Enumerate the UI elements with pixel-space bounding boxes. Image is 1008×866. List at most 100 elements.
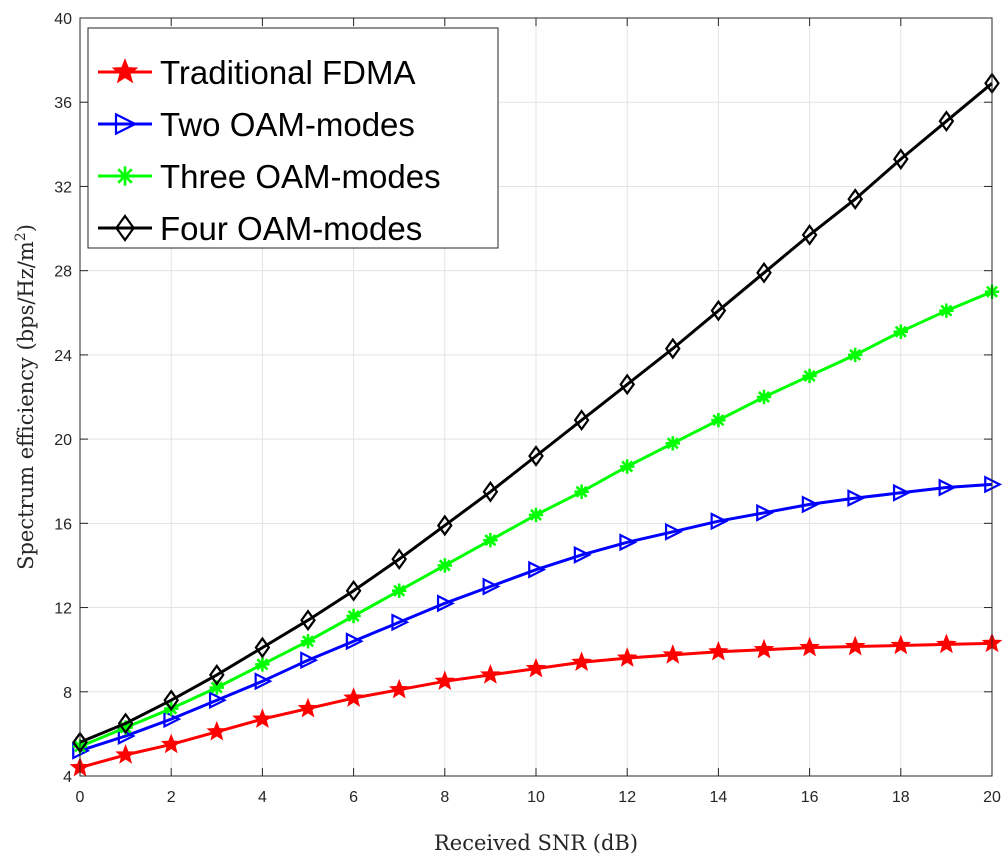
- marker-triangle: [114, 112, 138, 136]
- marker-diamond: [801, 223, 818, 246]
- marker-asterisk: [528, 507, 544, 523]
- series-layer: [69, 72, 1003, 777]
- marker-triangle: [573, 545, 592, 564]
- marker-asterisk: [392, 583, 407, 598]
- x-tick-label: 14: [710, 789, 728, 806]
- marker-asterisk-stroke: [803, 369, 816, 382]
- marker-triangle: [801, 495, 820, 514]
- marker-star: [115, 744, 136, 764]
- marker-diamond: [115, 214, 135, 242]
- x-axis-label: Received SNR (dB): [434, 831, 638, 855]
- legend-item: Two OAM-modes: [98, 106, 415, 143]
- legend-label: Traditional FDMA: [160, 54, 416, 91]
- series-traditional-fdma: [69, 632, 1003, 777]
- marker-star: [936, 633, 957, 654]
- marker-diamond: [573, 409, 590, 432]
- marker-asterisk: [665, 436, 680, 451]
- legend-label: Two OAM-modes: [160, 106, 415, 143]
- marker-star: [252, 708, 273, 728]
- marker-triangle: [847, 489, 866, 508]
- legend-label: Four OAM-modes: [160, 210, 422, 247]
- y-axis-label-sup: 2: [13, 232, 29, 241]
- marker-asterisk-stroke: [301, 635, 315, 648]
- marker-star: [480, 664, 501, 684]
- marker-diamond: [208, 664, 225, 686]
- marker-asterisk-stroke: [119, 721, 132, 734]
- marker-star: [662, 644, 684, 664]
- marker-star: [525, 657, 547, 678]
- marker-asterisk-stroke: [621, 460, 634, 473]
- marker-asterisk: [939, 303, 954, 318]
- legend-box: [87, 27, 499, 249]
- x-tick-label: 6: [349, 789, 358, 806]
- marker-diamond: [756, 261, 772, 284]
- marker-asterisk-stroke: [484, 534, 497, 547]
- marker-triangle: [710, 512, 729, 531]
- marker-star: [616, 647, 638, 667]
- marker-star: [753, 638, 775, 659]
- x-tick-label: 12: [618, 789, 636, 806]
- y-tick-label: 8: [63, 685, 72, 702]
- marker-diamond: [391, 548, 408, 571]
- y-tick-label: 12: [54, 601, 72, 618]
- marker-star: [799, 636, 820, 657]
- marker-triangle: [528, 560, 547, 579]
- marker-star: [890, 634, 912, 655]
- marker-star: [160, 733, 182, 754]
- marker-diamond: [664, 337, 681, 360]
- marker-triangle: [436, 594, 455, 613]
- marker-star: [844, 635, 866, 656]
- marker-asterisk-stroke: [117, 168, 133, 184]
- x-tick-label: 2: [167, 789, 176, 806]
- marker-diamond: [482, 480, 499, 503]
- marker-triangle: [208, 691, 227, 710]
- marker-asterisk: [802, 368, 817, 384]
- marker-triangle: [892, 483, 911, 502]
- y-axis-label-close: ): [14, 224, 38, 232]
- series-line: [79, 482, 993, 753]
- marker-asterisk-stroke: [575, 485, 588, 498]
- marker-diamond: [117, 712, 134, 735]
- y-axis-label: Spectrum efficiency (bps/Hz/m2): [13, 224, 38, 570]
- marker-asterisk: [346, 608, 361, 624]
- marker-asterisk-stroke: [757, 390, 771, 404]
- marker-asterisk: [115, 166, 135, 186]
- x-tick-label: 10: [527, 789, 545, 806]
- marker-diamond: [528, 445, 544, 467]
- marker-diamond: [710, 299, 727, 322]
- marker-asterisk: [620, 459, 635, 474]
- marker-diamond: [163, 689, 180, 712]
- x-tick-label: 8: [440, 789, 449, 806]
- y-tick-label: 40: [54, 11, 72, 28]
- marker-star: [111, 58, 139, 84]
- y-tick-label: 32: [54, 179, 72, 196]
- marker-triangle: [345, 632, 364, 651]
- y-tick-label: 20: [54, 432, 72, 449]
- marker-triangle: [619, 533, 638, 552]
- marker-diamond: [300, 609, 316, 632]
- y-tick-label: 24: [54, 348, 72, 365]
- marker-diamond: [436, 514, 453, 537]
- marker-asterisk-stroke: [712, 414, 725, 427]
- marker-asterisk: [893, 324, 908, 339]
- legend-label: Three OAM-modes: [160, 158, 441, 195]
- legend-item: Four OAM-modes: [98, 210, 422, 247]
- marker-asterisk-stroke: [210, 681, 223, 694]
- marker-star: [571, 651, 592, 672]
- legend: Traditional FDMA Two OAM-modes Three OAM-m…: [87, 27, 499, 249]
- marker-asterisk-stroke: [393, 584, 406, 597]
- legend-item: Traditional FDMA: [98, 54, 416, 91]
- marker-asterisk: [437, 558, 452, 573]
- marker-asterisk: [756, 389, 772, 405]
- marker-star: [206, 720, 228, 741]
- x-tick-label: 0: [76, 789, 85, 806]
- marker-diamond: [345, 579, 362, 602]
- marker-diamond: [892, 148, 909, 170]
- x-tick-label: 18: [892, 789, 910, 806]
- series-line: [79, 82, 993, 744]
- marker-asterisk-stroke: [940, 304, 953, 317]
- marker-triangle: [254, 672, 273, 691]
- marker-triangle: [482, 577, 501, 596]
- marker-star: [388, 678, 410, 699]
